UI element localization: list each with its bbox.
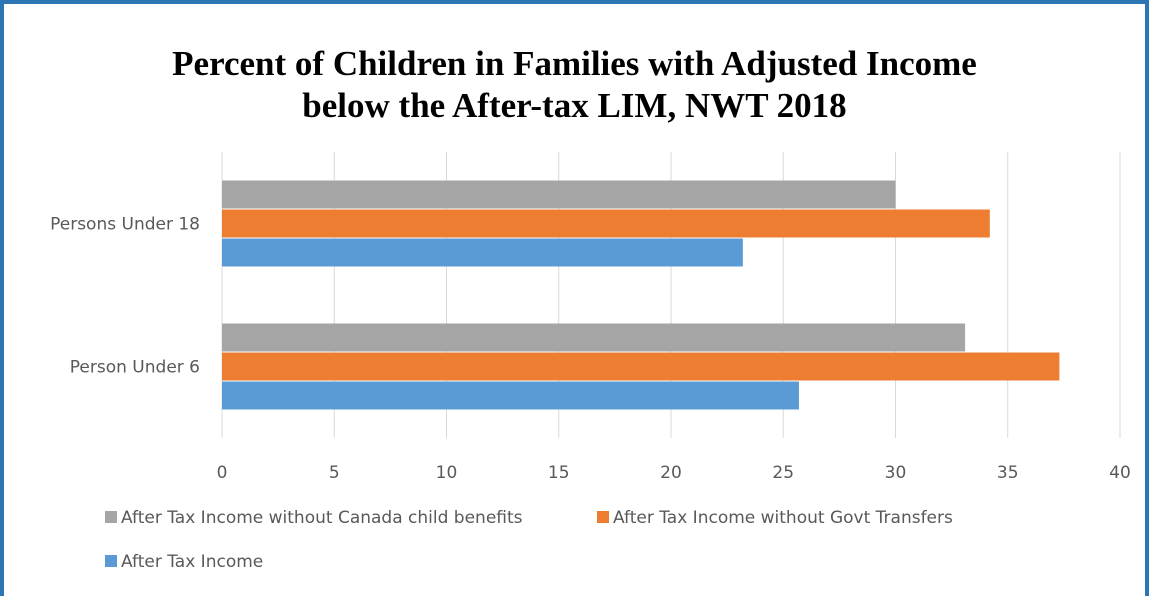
legend-label: After Tax Income xyxy=(121,552,263,572)
x-axis-tick-labels: 0 5 10 15 20 25 30 35 40 xyxy=(217,463,1131,483)
category-label: Person Under 6 xyxy=(70,358,200,378)
category-labels: Persons Under 18 Person Under 6 xyxy=(50,215,200,378)
bar-under-6-series-1 xyxy=(222,323,966,352)
x-tick-label: 35 xyxy=(997,463,1019,483)
x-tick-label: 40 xyxy=(1109,463,1131,483)
x-tick-label: 0 xyxy=(217,463,228,483)
x-tick-label: 30 xyxy=(885,463,907,483)
chart-title-line-1: Percent of Children in Families with Adj… xyxy=(172,44,977,83)
legend-label: After Tax Income without Govt Transfers xyxy=(613,508,953,528)
bar-under-18-series-3 xyxy=(222,238,743,267)
bar-under-6-series-3 xyxy=(222,381,799,410)
x-tick-label: 25 xyxy=(772,463,794,483)
x-tick-label: 5 xyxy=(329,463,340,483)
legend-swatch xyxy=(597,511,609,523)
legend-swatch xyxy=(105,511,117,523)
legend-swatch xyxy=(105,555,117,567)
bar-under-18-series-1 xyxy=(222,180,896,209)
x-tick-label: 20 xyxy=(660,463,682,483)
x-tick-label: 15 xyxy=(548,463,570,483)
legend: After Tax Income without Canada child be… xyxy=(105,508,953,572)
legend-label: After Tax Income without Canada child be… xyxy=(121,508,523,528)
chart-title-line-2: below the After-tax LIM, NWT 2018 xyxy=(302,86,847,125)
x-tick-label: 10 xyxy=(436,463,458,483)
bar-under-18-series-2 xyxy=(222,209,990,238)
bars xyxy=(222,180,1060,410)
category-label: Persons Under 18 xyxy=(50,215,200,235)
bar-under-6-series-2 xyxy=(222,352,1060,381)
